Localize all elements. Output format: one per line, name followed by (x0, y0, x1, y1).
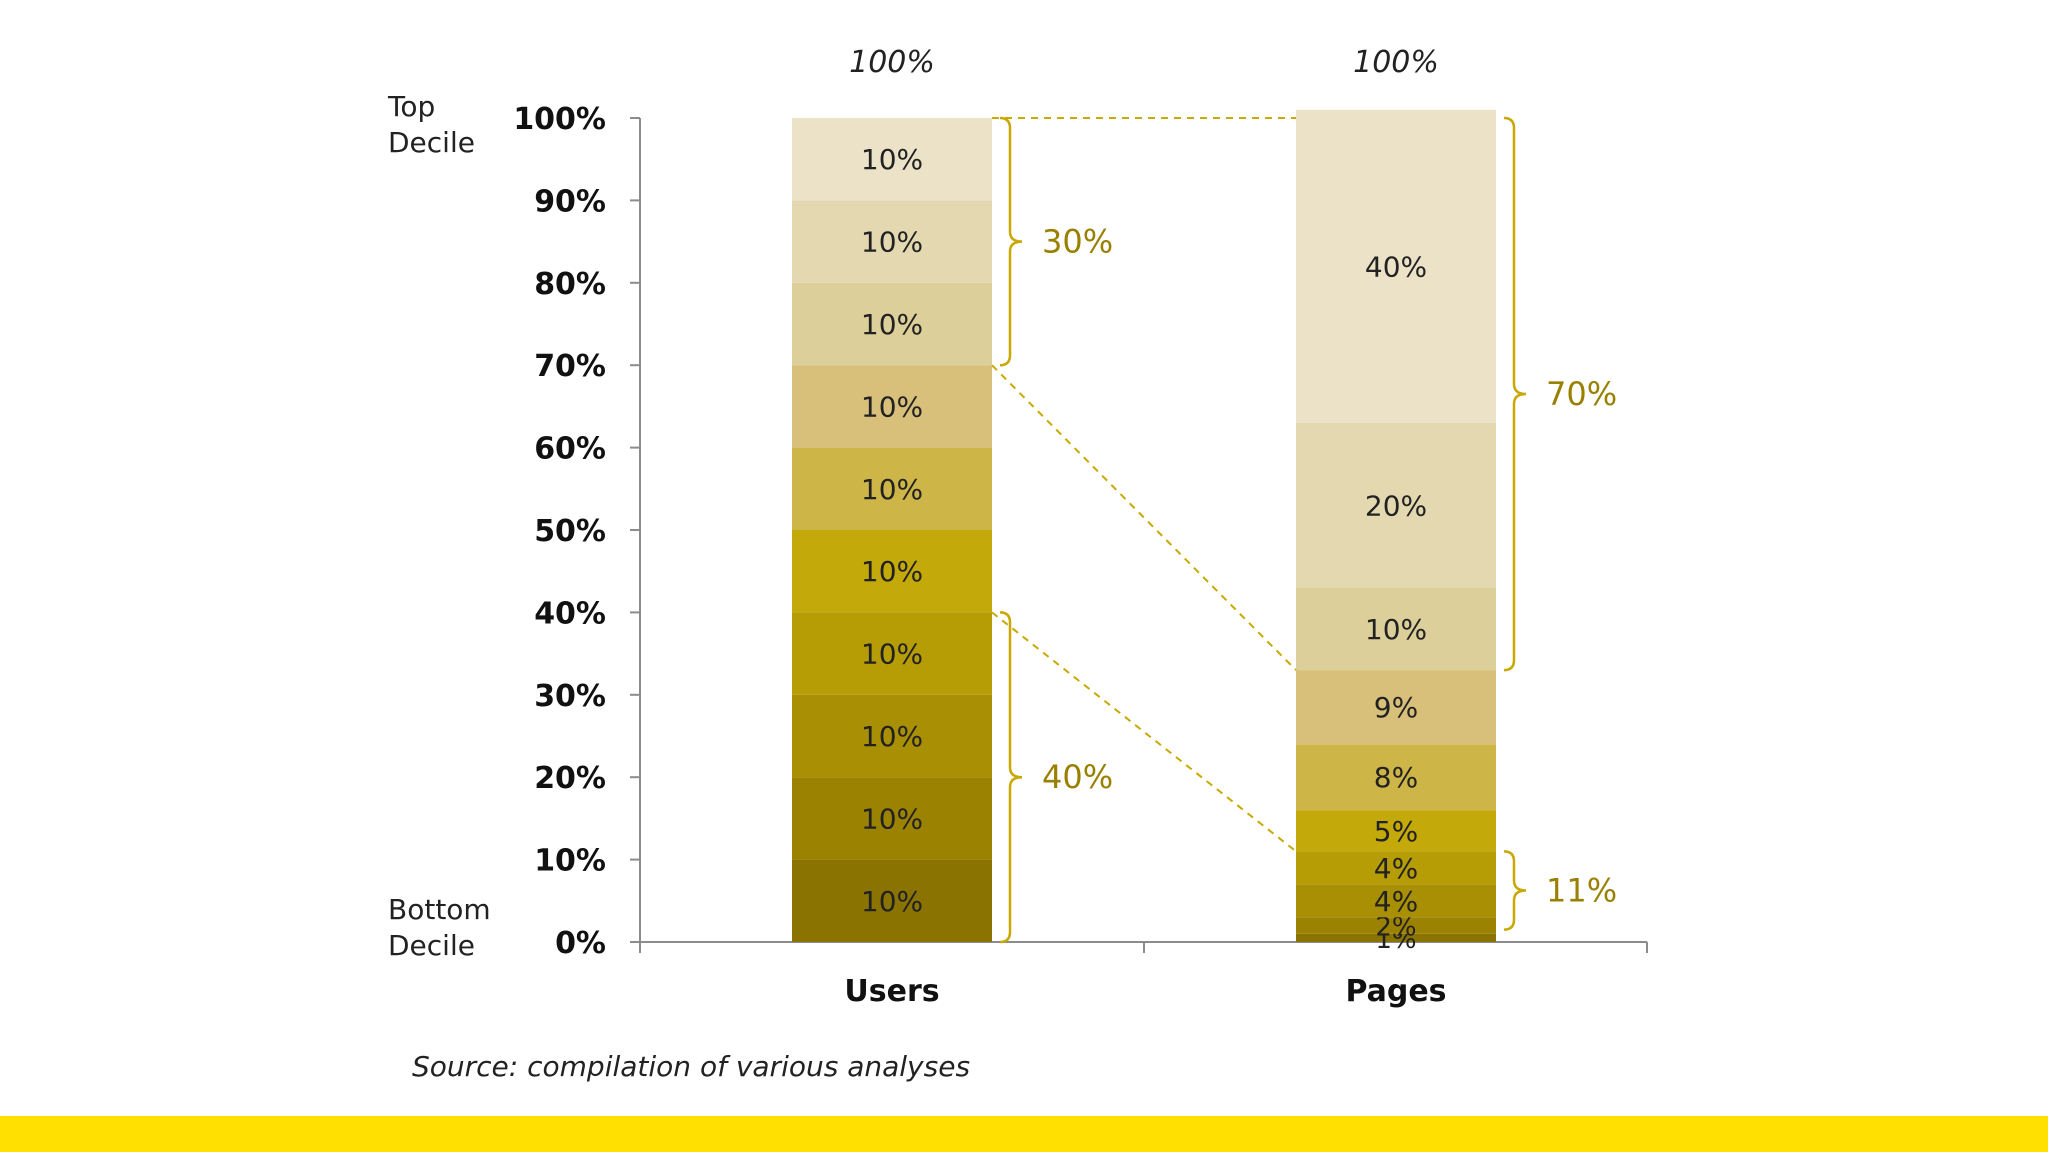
segment-label: 10% (861, 226, 923, 259)
y-tick-label: 70% (534, 349, 606, 384)
segment-label: 10% (1365, 613, 1427, 646)
segment-label: 20% (1365, 489, 1427, 522)
y-tick-label: 10% (534, 844, 606, 879)
connector-line (991, 364, 1297, 671)
y-tick-label: 100% (513, 102, 606, 137)
bar-segment-users (792, 612, 992, 695)
bar-segment-pages (1296, 933, 1496, 942)
segment-label: 10% (861, 802, 923, 835)
y-tick-label: 30% (534, 679, 606, 714)
bracket-label: 40% (1042, 758, 1113, 796)
bracket-label: 30% (1042, 223, 1113, 261)
bar-segment-pages (1296, 851, 1496, 885)
bar-segment-users (792, 447, 992, 530)
bracket (1503, 116, 1527, 672)
bar-segment-pages (1296, 744, 1496, 811)
segment-label: 5% (1374, 815, 1418, 848)
connector-line (991, 611, 1297, 853)
segment-label: 4% (1374, 852, 1418, 885)
bracket (999, 611, 1023, 944)
segment-label: 2% (1375, 913, 1416, 943)
bar-segment-pages (1296, 670, 1496, 745)
bottom-decile-label: Bottom (388, 893, 491, 926)
bar-segment-pages (1296, 810, 1496, 852)
category-label: Pages (1345, 974, 1446, 1009)
category-label: Users (844, 974, 939, 1009)
top-decile-label: Top (387, 90, 435, 123)
bar-segment-users (792, 530, 992, 613)
source-note: Source: compilation of various analyses (412, 1050, 971, 1083)
segment-label: 10% (861, 638, 923, 671)
bar-segment-pages (1296, 884, 1496, 918)
bottom-decile-label: Decile (388, 929, 475, 962)
y-tick-label: 20% (534, 761, 606, 796)
bar-segment-users (792, 777, 992, 860)
bracket (1503, 850, 1527, 931)
segment-label: 9% (1374, 691, 1418, 724)
total-label: 100% (1353, 45, 1439, 80)
bar-segment-users (792, 365, 992, 448)
bar-segment-pages (1296, 422, 1496, 588)
segment-label: 8% (1374, 761, 1418, 794)
bracket-label: 70% (1546, 375, 1617, 413)
bar-segment-users (792, 282, 992, 366)
y-tick-label: 40% (534, 596, 606, 631)
segment-label: 10% (861, 308, 923, 341)
bracket-label: 11% (1546, 872, 1617, 910)
segment-label: 10% (861, 390, 923, 423)
segment-label: 10% (861, 555, 923, 588)
bar-segment-users (792, 694, 992, 778)
bar-segment-users (792, 859, 992, 942)
segment-label: 40% (1365, 250, 1427, 283)
y-tick-label: 90% (534, 184, 606, 219)
bar-segment-users (792, 200, 992, 283)
top-decile-label: Decile (388, 126, 475, 159)
footer-accent-bar (0, 1116, 2048, 1152)
bar-segment-pages (1296, 917, 1496, 934)
segment-label: 10% (861, 720, 923, 753)
total-label: 100% (849, 45, 935, 80)
bar-segment-pages (1296, 109, 1496, 423)
segment-label: 10% (861, 473, 923, 506)
y-tick-label: 50% (534, 514, 606, 549)
bar-segment-pages (1296, 587, 1496, 671)
y-tick-label: 0% (555, 926, 606, 961)
y-tick-label: 60% (534, 432, 606, 467)
bracket (999, 116, 1023, 367)
segment-label: 4% (1374, 885, 1418, 918)
segment-label: 10% (861, 885, 923, 918)
y-tick-label: 80% (534, 267, 606, 302)
segment-label: 10% (861, 143, 923, 176)
bar-segment-users (792, 118, 992, 201)
